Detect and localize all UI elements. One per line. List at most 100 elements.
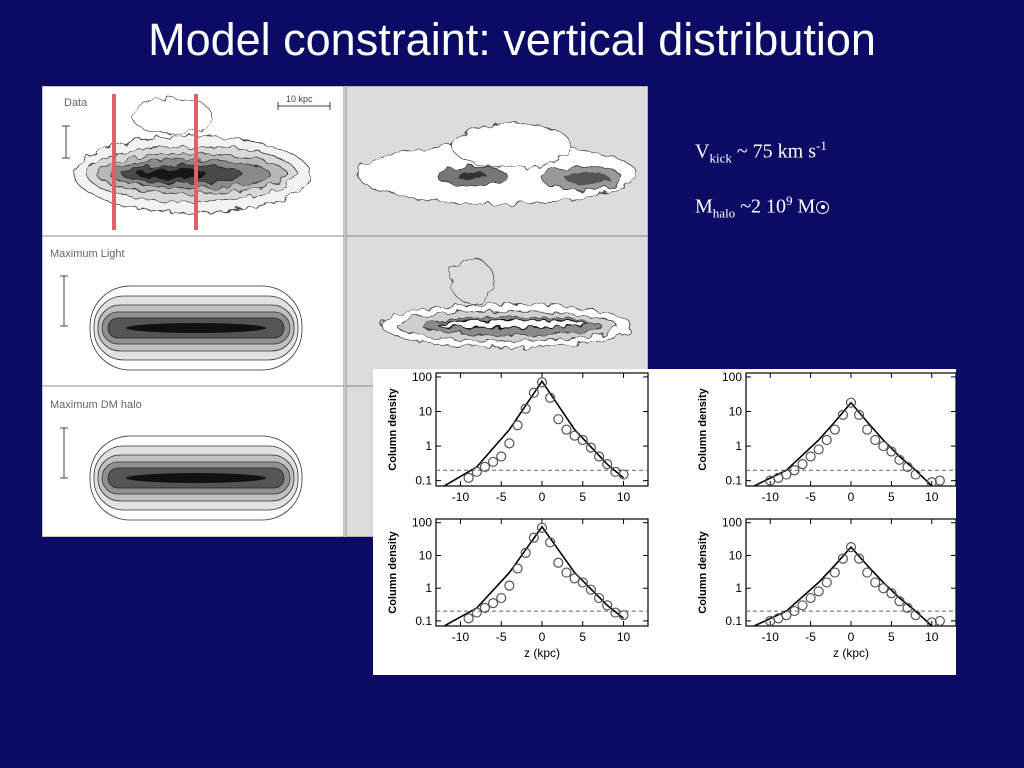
data-point: [902, 602, 913, 614]
y-tick-label: 10: [729, 405, 743, 419]
data-point: [618, 610, 629, 621]
x-tick-label: 10: [925, 630, 939, 644]
data-point: [602, 600, 613, 611]
data-point: [487, 598, 499, 609]
y-tick-label: 100: [412, 516, 432, 530]
data-point: [853, 409, 865, 420]
data-point: [878, 440, 889, 452]
data-point: [870, 434, 881, 446]
data-point: [870, 577, 881, 588]
data-galaxy-contours: [73, 97, 311, 213]
data-point: [789, 465, 800, 476]
slice-marker-left: [112, 94, 116, 230]
data-point: [813, 444, 824, 455]
data-point: [845, 397, 857, 408]
data-point: [577, 434, 588, 446]
data-point: [536, 522, 548, 533]
x-tick-label: 0: [539, 630, 546, 644]
data-point: [545, 537, 556, 548]
data-point: [520, 403, 531, 414]
data-point: [934, 475, 945, 486]
y-tick-label: 100: [412, 370, 432, 384]
data-point: [487, 456, 499, 467]
x-axis-label: z (kpc): [833, 646, 869, 660]
data-point: [536, 377, 548, 388]
data-point: [845, 542, 857, 553]
data-point: [569, 573, 580, 584]
scale-bar-label: 10 kpc: [286, 94, 313, 104]
x-tick-label: 10: [925, 490, 939, 504]
data-point: [496, 451, 507, 462]
data-point: [512, 420, 523, 431]
x-axis-label: z (kpc): [524, 646, 560, 660]
x-tick-label: 5: [579, 630, 586, 644]
data-point: [528, 532, 539, 543]
slide-title: Model constraint: vertical distribution: [148, 14, 876, 65]
data-point: [894, 454, 905, 465]
data-point: [789, 605, 800, 617]
data-point: [910, 610, 921, 621]
data-point: [829, 567, 840, 578]
x-tick-label: -10: [452, 490, 470, 504]
data-point: [618, 469, 629, 480]
panel-label-maximum-light: Maximum Light: [50, 248, 125, 260]
y-tick-label: 1: [425, 439, 432, 453]
data-point: [528, 387, 539, 398]
x-tick-label: -10: [762, 490, 780, 504]
data-point: [602, 459, 613, 470]
data-point: [805, 451, 816, 462]
y-tick-label: 10: [419, 405, 433, 419]
data-point: [813, 586, 824, 597]
data-point: [797, 600, 808, 611]
y-tick-label: 0.1: [725, 474, 742, 488]
y-axis-label: Column density: [387, 387, 399, 470]
y-tick-label: 10: [419, 548, 433, 562]
data-point: [520, 547, 531, 558]
residual-1-contours: [356, 123, 638, 205]
data-point: [781, 469, 792, 480]
plot-data-area: [443, 377, 629, 486]
data-point: [504, 438, 515, 449]
mhalo-annotation: Mhalo ~2 109 M: [695, 193, 830, 222]
data-point: [561, 424, 572, 435]
data-point: [902, 461, 913, 472]
x-tick-label: 5: [579, 490, 586, 504]
x-tick-label: -5: [496, 490, 507, 504]
model-line: [753, 545, 933, 626]
x-tick-label: -5: [496, 630, 507, 644]
data-point: [512, 563, 523, 574]
data-point: [479, 602, 491, 614]
data-point: [553, 557, 564, 568]
data-point: [463, 472, 474, 484]
y-tick-label: 0.1: [415, 614, 432, 628]
data-point: [504, 580, 515, 591]
vertical-scale-markers: [60, 125, 70, 479]
data-point: [496, 592, 507, 604]
data-point: [926, 617, 937, 626]
y-axis-label: Column density: [387, 530, 399, 613]
data-point: [585, 584, 597, 595]
data-point: [821, 577, 832, 588]
plot-frame: [435, 372, 649, 487]
model-line: [753, 401, 933, 486]
y-tick-label: 1: [425, 581, 432, 595]
x-tick-label: 5: [888, 490, 895, 504]
data-point: [545, 392, 556, 403]
plot-top-left: -10 -5 0 5 10 0.1 1 10 100 Column density: [387, 370, 649, 504]
x-tick-label: 0: [848, 490, 855, 504]
plot-top-right: -10 -5 0 5 10 0.1 1 10 100 Column density: [697, 370, 957, 504]
x-tick-label: 5: [888, 630, 895, 644]
sun-symbol-icon: [816, 200, 830, 214]
plot-frame: [745, 518, 957, 627]
x-tick-label: -5: [805, 490, 816, 504]
plot-frame: [745, 372, 957, 487]
plot-data-area: [753, 397, 945, 486]
x-tick-label: 0: [539, 490, 546, 504]
data-point: [585, 442, 597, 453]
data-point: [797, 459, 808, 470]
data-point: [910, 469, 921, 480]
plot-data-area: [753, 542, 945, 626]
contour-maps: Data Maximum Light Maximum DM halo 10 kp…: [41, 85, 649, 538]
data-point: [781, 610, 792, 621]
